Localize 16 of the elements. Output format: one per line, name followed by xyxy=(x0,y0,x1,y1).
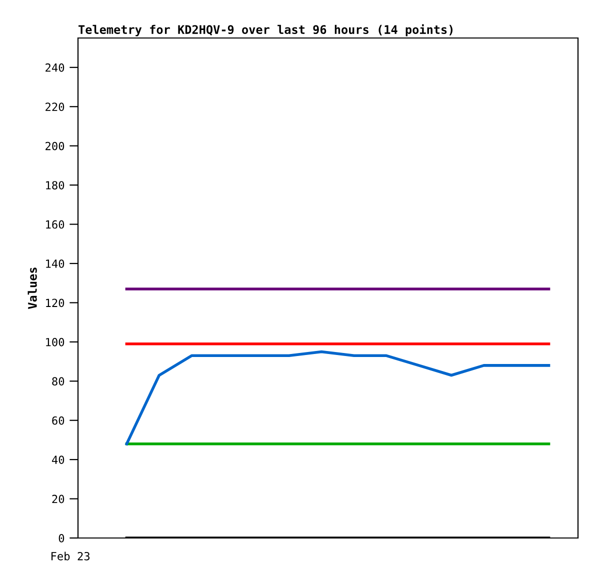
y-tick-label: 0 xyxy=(58,534,64,542)
y-tick-label: 140 xyxy=(46,259,64,268)
chart-title: Telemetry for KD2HQV-9 over last 96 hours (14 points) xyxy=(78,24,452,36)
y-tick-label: 20 xyxy=(52,494,64,504)
y-tick-label: 200 xyxy=(46,142,64,150)
y-tick-label: 60 xyxy=(52,416,64,425)
y-tick-label: 180 xyxy=(46,181,64,190)
y-tick-label: 220 xyxy=(46,102,64,112)
text: Feb 23 xyxy=(51,552,90,560)
y-tick-label: 100 xyxy=(46,338,64,346)
y-axis-title: Values xyxy=(28,268,37,309)
y-tick-label: 240 xyxy=(46,63,64,72)
y-tick-label: 120 xyxy=(46,298,64,308)
y-tick-label: 80 xyxy=(52,377,64,386)
y-tick-label: 160 xyxy=(46,220,64,229)
y-tick-label: 40 xyxy=(52,456,64,464)
